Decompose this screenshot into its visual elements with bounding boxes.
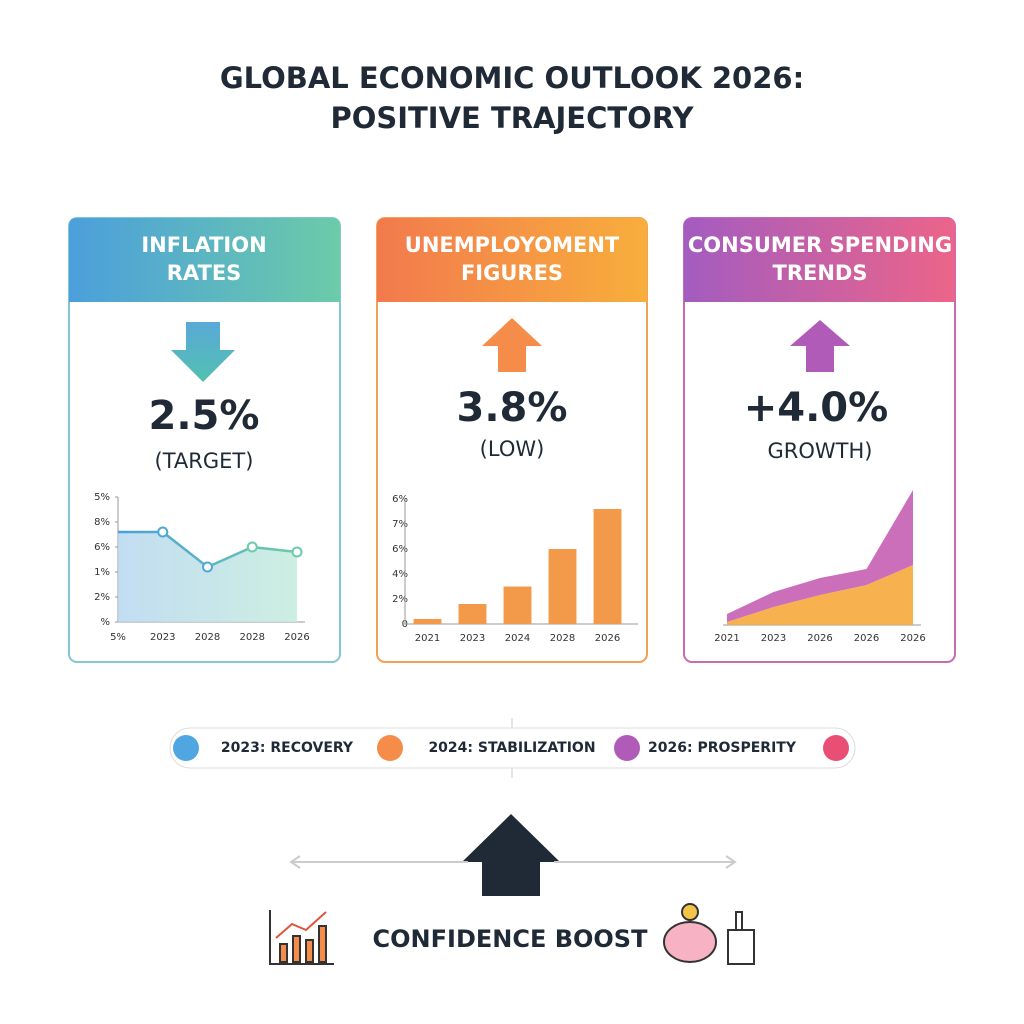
up-arrow [482, 318, 542, 372]
figure: 2.5% [149, 393, 260, 439]
piggy-icon [663, 903, 755, 965]
chart-icon [269, 910, 334, 965]
timeline-label: 2026: PROSPERITY [648, 740, 797, 756]
point [246, 541, 258, 553]
card-heading: CONSUMER SPENDING [688, 233, 952, 257]
arrow-head [725, 855, 737, 869]
timeline-label: 2024: STABILIZATION [428, 740, 595, 756]
y-tick-label: 2% [94, 592, 110, 603]
charts: %2%1%6%8%5%5%202320282028202602%4%6%7%6%… [94, 490, 926, 644]
x-tick-label: 2024 [505, 633, 530, 644]
y-tick-label: 7% [392, 519, 408, 530]
card-heading: INFLATION [141, 233, 266, 257]
bar [503, 586, 532, 624]
point [291, 546, 303, 558]
x-tick-label: 2021 [714, 633, 739, 644]
down-arrow [171, 322, 235, 382]
x-tick-label: 2023 [761, 633, 786, 644]
card-header [69, 218, 340, 302]
figure: +4.0% [744, 385, 888, 431]
x-tick-label: 2028 [240, 632, 265, 643]
area [727, 490, 913, 622]
x-tick-label: 2026 [854, 633, 879, 644]
x-tick-label: 2026 [900, 633, 925, 644]
x-tick-label: 2028 [550, 633, 575, 644]
x-tick-label: 2021 [415, 633, 440, 644]
bar [548, 549, 577, 624]
y-tick-label: 2% [392, 594, 408, 605]
figure: 3.8% [457, 385, 568, 431]
note: (LOW) [480, 437, 545, 461]
bar [458, 604, 487, 624]
note: (TARGET) [155, 449, 254, 473]
card-header [377, 218, 647, 302]
x-tick-label: 2028 [195, 632, 220, 643]
x-tick-label: 2026 [807, 633, 832, 644]
y-tick-label: 6% [392, 544, 408, 555]
up-arrow [790, 320, 850, 372]
footer: CONFIDENCE BOOST [373, 925, 649, 953]
x-tick-label: 2026 [284, 632, 309, 643]
x-tick-label: 2023 [460, 633, 485, 644]
y-tick-label: 1% [94, 567, 110, 578]
note: GROWTH) [768, 439, 873, 463]
arrow-head [289, 855, 301, 869]
x-tick-label: 2023 [150, 632, 175, 643]
icon [377, 735, 403, 761]
y-tick-label: 5% [94, 492, 110, 503]
card-heading: TRENDS [773, 261, 868, 285]
icon [173, 735, 199, 761]
y-tick-label: 6% [392, 494, 408, 505]
timeline-bar [169, 727, 856, 769]
bar [413, 619, 442, 624]
icon [823, 735, 849, 761]
card-header [684, 218, 955, 302]
y-tick-label: 4% [392, 569, 408, 580]
point [157, 526, 169, 538]
card-heading: UNEMPLOYOMENT [405, 233, 620, 257]
point [202, 561, 213, 573]
big-arrow [462, 814, 560, 896]
card-heading: RATES [167, 261, 242, 285]
y-tick-label: % [100, 617, 110, 628]
title: GLOBAL ECONOMIC OUTLOOK 2026: [220, 61, 804, 95]
x-tick-label: 2026 [595, 633, 620, 644]
timeline-label: 2023: RECOVERY [221, 740, 354, 756]
x-tick-label: 5% [110, 632, 126, 643]
y-tick-label: 8% [94, 517, 110, 528]
card-heading: FIGURES [461, 261, 563, 285]
y-tick-label: 6% [94, 542, 110, 553]
bar [593, 509, 622, 624]
icon [614, 735, 640, 761]
area [118, 532, 297, 622]
title: POSITIVE TRAJECTORY [330, 101, 694, 135]
